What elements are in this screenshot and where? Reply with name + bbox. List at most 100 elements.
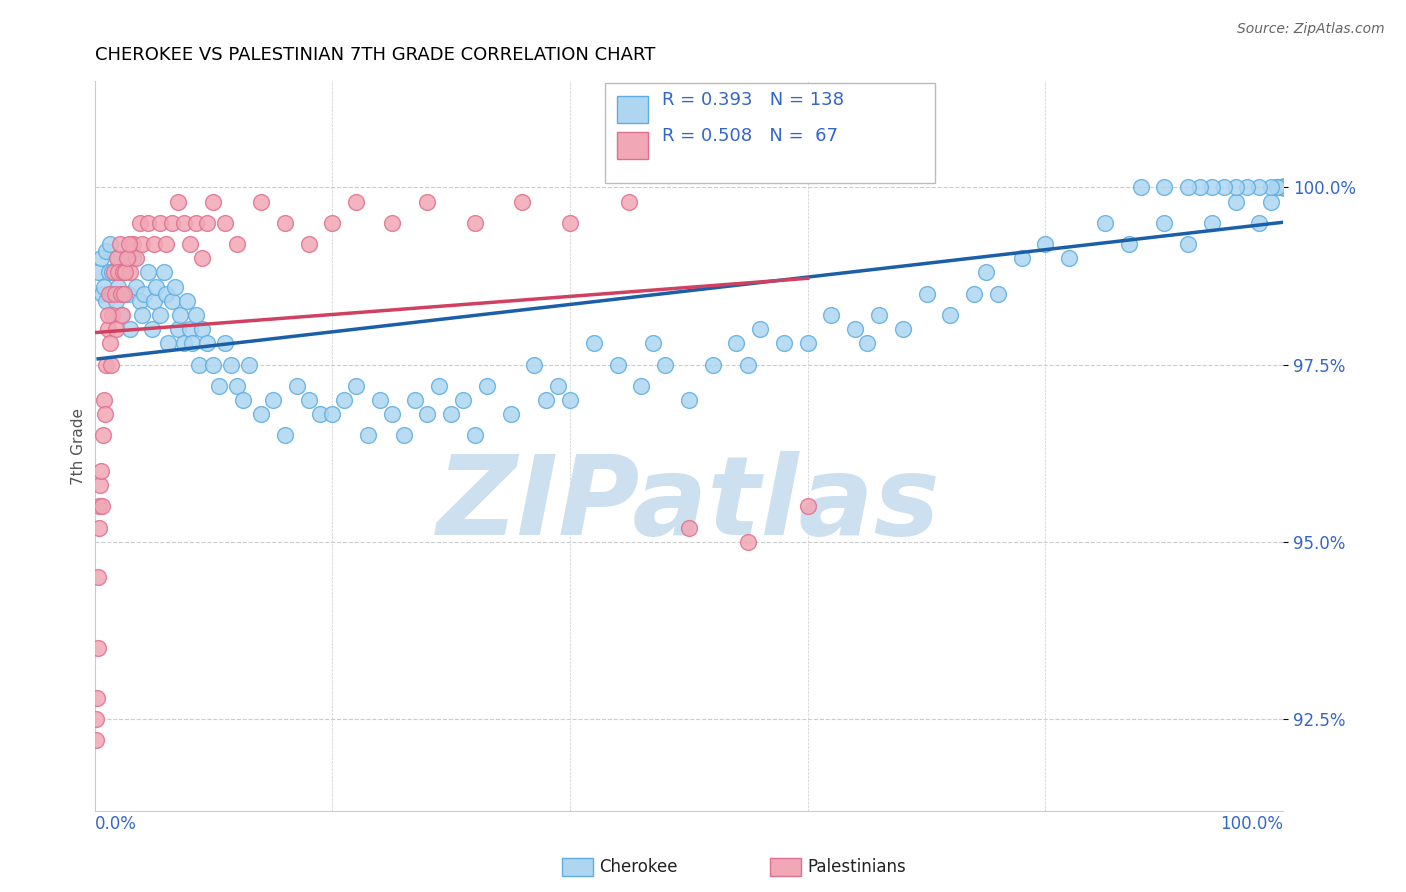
Point <box>321 216 343 230</box>
Point <box>104 293 127 308</box>
Point <box>702 358 724 372</box>
Point <box>104 322 127 336</box>
Point <box>1249 216 1271 230</box>
Point <box>125 279 148 293</box>
Point <box>678 392 700 407</box>
Point <box>344 194 367 209</box>
Point <box>103 265 125 279</box>
Point <box>141 322 163 336</box>
Point <box>558 216 581 230</box>
Point <box>149 308 172 322</box>
Point <box>136 216 159 230</box>
Point <box>166 322 188 336</box>
Point <box>630 379 652 393</box>
Point <box>344 379 367 393</box>
Point <box>250 407 273 421</box>
Point <box>427 379 450 393</box>
Point <box>214 216 236 230</box>
Point <box>1249 180 1271 194</box>
Point <box>737 358 759 372</box>
Point <box>87 570 110 584</box>
Point <box>160 293 183 308</box>
Point <box>1272 180 1295 194</box>
Point <box>974 265 997 279</box>
Point <box>190 322 212 336</box>
Point <box>451 392 474 407</box>
Point <box>737 534 759 549</box>
Point <box>125 252 148 266</box>
Point <box>238 358 260 372</box>
Point <box>100 358 122 372</box>
Point <box>1118 237 1140 252</box>
Point <box>131 308 153 322</box>
Point <box>90 500 112 514</box>
Point <box>891 322 914 336</box>
Point <box>1270 180 1292 194</box>
Point <box>166 194 188 209</box>
Point <box>184 216 207 230</box>
Point <box>226 237 249 252</box>
Point <box>1057 252 1080 266</box>
Point <box>173 336 195 351</box>
Point <box>86 641 108 656</box>
Point <box>844 322 866 336</box>
Point <box>820 308 842 322</box>
Point <box>97 286 120 301</box>
Point <box>115 252 138 266</box>
Point <box>120 265 142 279</box>
Point <box>120 322 142 336</box>
Point <box>114 265 136 279</box>
Point <box>297 237 319 252</box>
Point <box>773 336 796 351</box>
Point <box>86 690 108 705</box>
Point <box>1272 180 1295 194</box>
Point <box>321 407 343 421</box>
Point <box>1272 180 1295 194</box>
Point <box>188 358 211 372</box>
Point <box>202 358 225 372</box>
Text: 0.0%: 0.0% <box>94 814 136 832</box>
Point <box>90 286 112 301</box>
Point <box>868 308 890 322</box>
Point <box>89 520 111 534</box>
Point <box>112 265 135 279</box>
Point <box>1153 216 1175 230</box>
Point <box>89 464 111 478</box>
Point <box>464 216 486 230</box>
Point <box>134 286 156 301</box>
Point <box>110 308 132 322</box>
Point <box>97 265 120 279</box>
Point <box>197 336 219 351</box>
Point <box>333 392 356 407</box>
Point <box>214 336 236 351</box>
Point <box>1225 194 1247 209</box>
Point <box>128 293 150 308</box>
Point <box>94 407 117 421</box>
Point <box>111 308 134 322</box>
Text: R = 0.508   N =  67: R = 0.508 N = 67 <box>662 127 838 145</box>
Point <box>226 379 249 393</box>
Point <box>112 286 135 301</box>
Text: 100.0%: 100.0% <box>1220 814 1284 832</box>
Point <box>197 216 219 230</box>
Point <box>145 279 167 293</box>
Point <box>118 237 141 252</box>
Point <box>1225 180 1247 194</box>
Point <box>619 194 641 209</box>
Point <box>1011 252 1033 266</box>
Point <box>169 308 191 322</box>
Point <box>181 336 204 351</box>
Point <box>250 194 273 209</box>
Point <box>98 336 121 351</box>
Point <box>157 336 180 351</box>
Point <box>297 392 319 407</box>
Point <box>110 286 132 301</box>
Text: CHEROKEE VS PALESTINIAN 7TH GRADE CORRELATION CHART: CHEROKEE VS PALESTINIAN 7TH GRADE CORREL… <box>94 46 655 64</box>
Point <box>381 407 404 421</box>
Point <box>91 428 114 442</box>
Point <box>1272 180 1295 194</box>
Point <box>606 358 628 372</box>
Point <box>749 322 772 336</box>
Point <box>104 286 127 301</box>
Point <box>89 478 111 492</box>
